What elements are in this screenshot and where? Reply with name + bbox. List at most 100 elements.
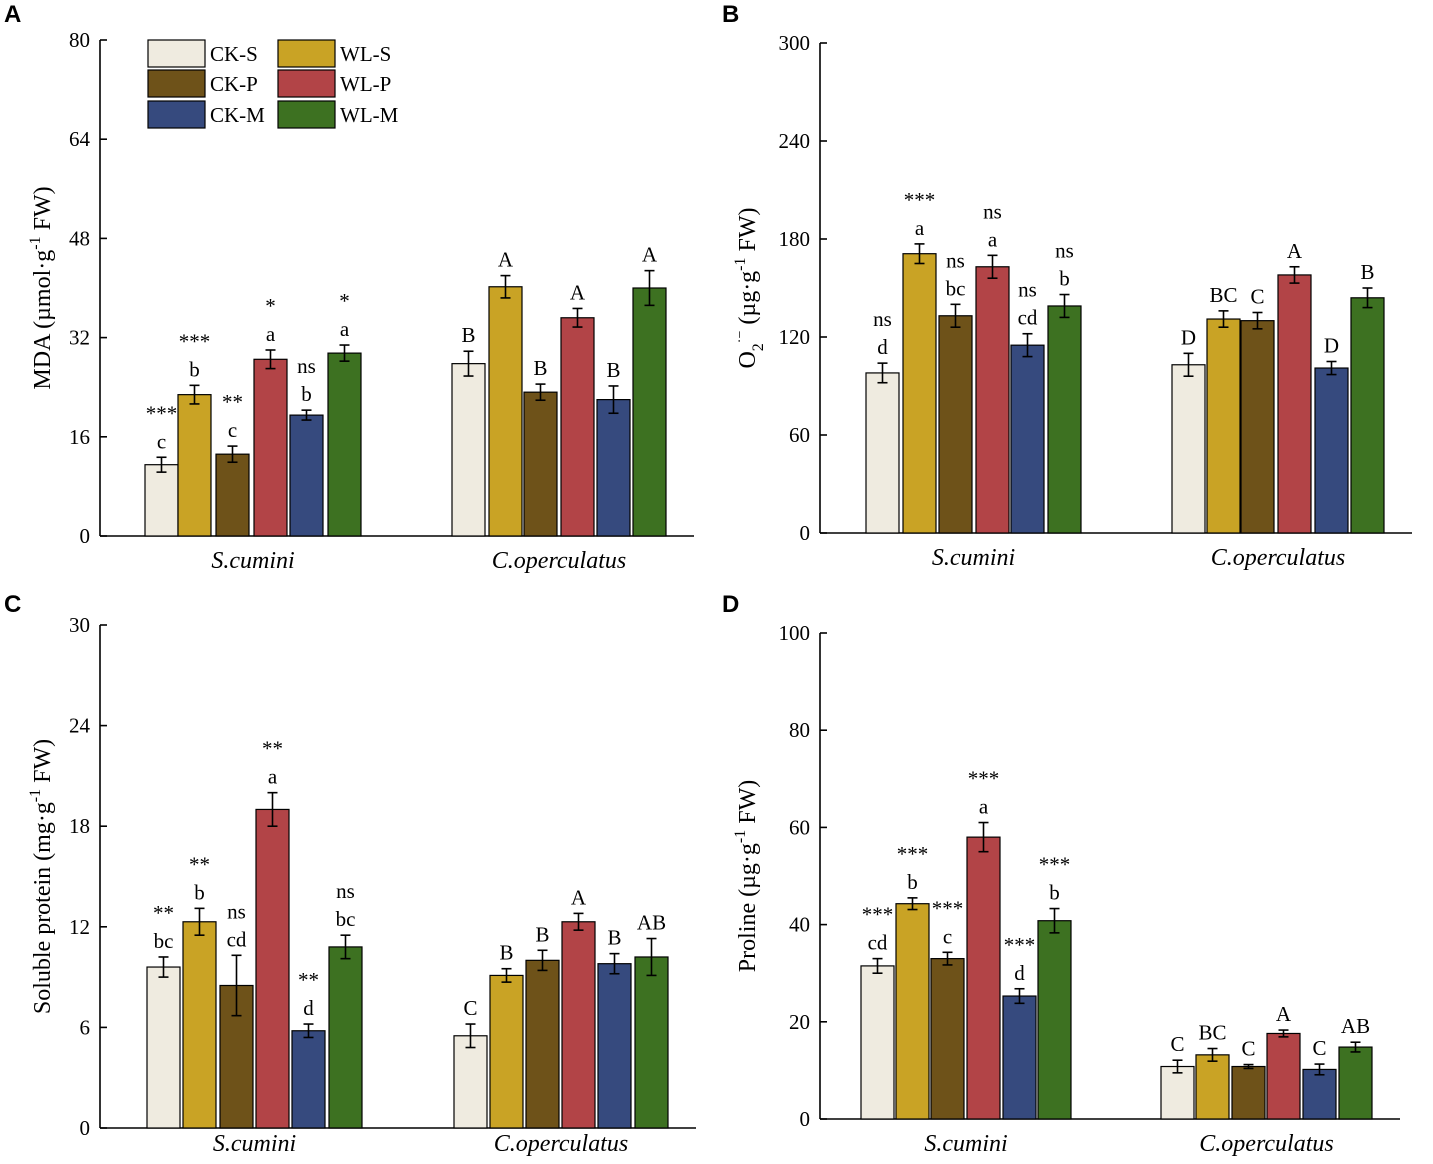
y-tick-label: 0: [80, 1116, 91, 1140]
significance-letter: B: [533, 356, 547, 380]
significance-letter: bc: [336, 907, 356, 931]
significance-letter: b: [907, 870, 918, 894]
significance-stars: **: [222, 390, 243, 414]
bar-wl-p-c-operculatus: [560, 317, 595, 537]
significance-letter: B: [535, 922, 549, 946]
significance-letter: B: [499, 941, 513, 965]
significance-letter: a: [979, 795, 989, 819]
y-tick-label: 24: [69, 714, 91, 738]
bar-ck-s-s-cumini: [144, 464, 179, 537]
legend-label: WL-P: [340, 72, 391, 96]
y-tick-label: 16: [69, 425, 90, 449]
panel-c: C 0 6 12 18 24 30 Soluble protein (mg·g-1 FW) bc…: [4, 591, 696, 1157]
bar-wl-p-s-cumini: [966, 836, 1001, 1120]
y-tick-label: 20: [789, 1010, 810, 1034]
bar-ck-m-s-cumini: [289, 414, 324, 537]
significance-letter: bc: [154, 929, 174, 953]
significance-letter: A: [642, 243, 658, 267]
bar-wl-m-s-cumini: [1037, 920, 1072, 1120]
bar-ck-p-c-operculatus: [525, 959, 560, 1129]
significance-stars: ***: [904, 188, 936, 212]
significance-stars: ns: [873, 307, 892, 331]
bar-wl-s-s-cumini: [177, 394, 212, 537]
y-tick-label: 120: [779, 325, 811, 349]
significance-letter: A: [571, 885, 587, 909]
significance-stars: ns: [983, 199, 1002, 223]
significance-stars: ***: [1004, 933, 1036, 957]
legend-swatch: [277, 39, 336, 68]
bar-wl-m-c-operculatus: [632, 287, 667, 537]
bar-wl-s-s-cumini: [182, 921, 217, 1129]
legend-label: WL-M: [340, 103, 399, 127]
significance-stars: ns: [946, 248, 965, 272]
significance-letter: b: [1059, 267, 1070, 291]
bar-wl-m-s-cumini: [1047, 305, 1082, 534]
significance-stars: ***: [1039, 853, 1071, 877]
y-tick-label: 300: [779, 31, 811, 55]
significance-letter: BC: [1198, 1021, 1226, 1045]
bar-wl-s-s-cumini: [902, 253, 937, 534]
y-axis-label: MDA (µmol·g-1 FW): [27, 186, 56, 389]
panel-label: B: [722, 1, 739, 28]
significance-stars: ns: [336, 879, 355, 903]
bar-wl-s-c-operculatus: [1206, 318, 1241, 534]
category-label: S.cumini: [924, 1131, 1007, 1157]
significance-stars: ***: [862, 903, 894, 927]
bar-ck-s-c-operculatus: [451, 363, 486, 537]
bar-ck-m-s-cumini: [291, 1030, 326, 1129]
significance-letter: c: [943, 924, 952, 948]
y-tick-label: 64: [69, 127, 91, 151]
bar-ck-s-s-cumini: [146, 966, 181, 1129]
panel-label: D: [722, 591, 739, 618]
bar-wl-s-c-operculatus: [1195, 1054, 1230, 1120]
bar-ck-m-c-operculatus: [596, 399, 631, 537]
legend-swatch: [277, 69, 336, 98]
y-tick-label: 0: [800, 1107, 811, 1131]
legend-label: WL-S: [340, 42, 391, 66]
bar-ck-m-c-operculatus: [1314, 367, 1349, 534]
y-axis-label: O2·− (µg·g-1 FW): [732, 207, 767, 368]
bar-wl-m-s-cumini: [328, 946, 363, 1129]
panel-label: C: [4, 591, 21, 618]
y-tick-label: 18: [69, 814, 90, 838]
significance-stars: ***: [179, 329, 211, 353]
significance-letter: D: [1324, 334, 1339, 358]
significance-letter: B: [607, 926, 621, 950]
y-tick-label: 0: [800, 521, 811, 545]
category-label: S.cumini: [932, 545, 1015, 571]
y-tick-label: 30: [69, 613, 90, 637]
bar-ck-m-s-cumini: [1010, 344, 1045, 534]
y-tick-label: 60: [789, 423, 810, 447]
significance-letter: d: [877, 335, 888, 359]
significance-stars: ns: [1018, 278, 1037, 302]
significance-letter: b: [1049, 881, 1060, 905]
legend: CK-S WL-S CK-P WL-P CK-M WL-M: [147, 39, 399, 129]
significance-letter: B: [606, 358, 620, 382]
significance-letter: AB: [637, 911, 666, 935]
bar-ck-m-s-cumini: [1002, 995, 1037, 1120]
legend-swatch: [147, 69, 206, 98]
legend-label: CK-M: [210, 103, 265, 127]
y-tick-label: 180: [779, 227, 811, 251]
significance-letter: D: [1181, 325, 1196, 349]
significance-letter: cd: [227, 927, 247, 951]
category-label: C.operculatus: [1211, 545, 1345, 571]
significance-letter: BC: [1209, 283, 1237, 307]
bar-wl-p-c-operculatus: [1277, 274, 1312, 534]
significance-letter: A: [570, 280, 586, 304]
significance-stars: ns: [227, 899, 246, 923]
y-tick-label: 240: [779, 129, 811, 153]
significance-letter: AB: [1341, 1014, 1370, 1038]
significance-stars: ns: [297, 354, 316, 378]
bar-ck-m-c-operculatus: [597, 963, 632, 1129]
significance-letter: c: [228, 418, 237, 442]
bar-wl-p-c-operculatus: [561, 921, 596, 1129]
bar-wl-s-c-operculatus: [489, 974, 524, 1129]
bar-wl-p-s-cumini: [255, 808, 290, 1129]
significance-letter: A: [498, 248, 514, 272]
significance-letter: B: [461, 323, 475, 347]
bar-ck-p-c-operculatus: [1231, 1065, 1266, 1120]
significance-letter: b: [189, 357, 200, 381]
significance-stars: ***: [897, 842, 929, 866]
